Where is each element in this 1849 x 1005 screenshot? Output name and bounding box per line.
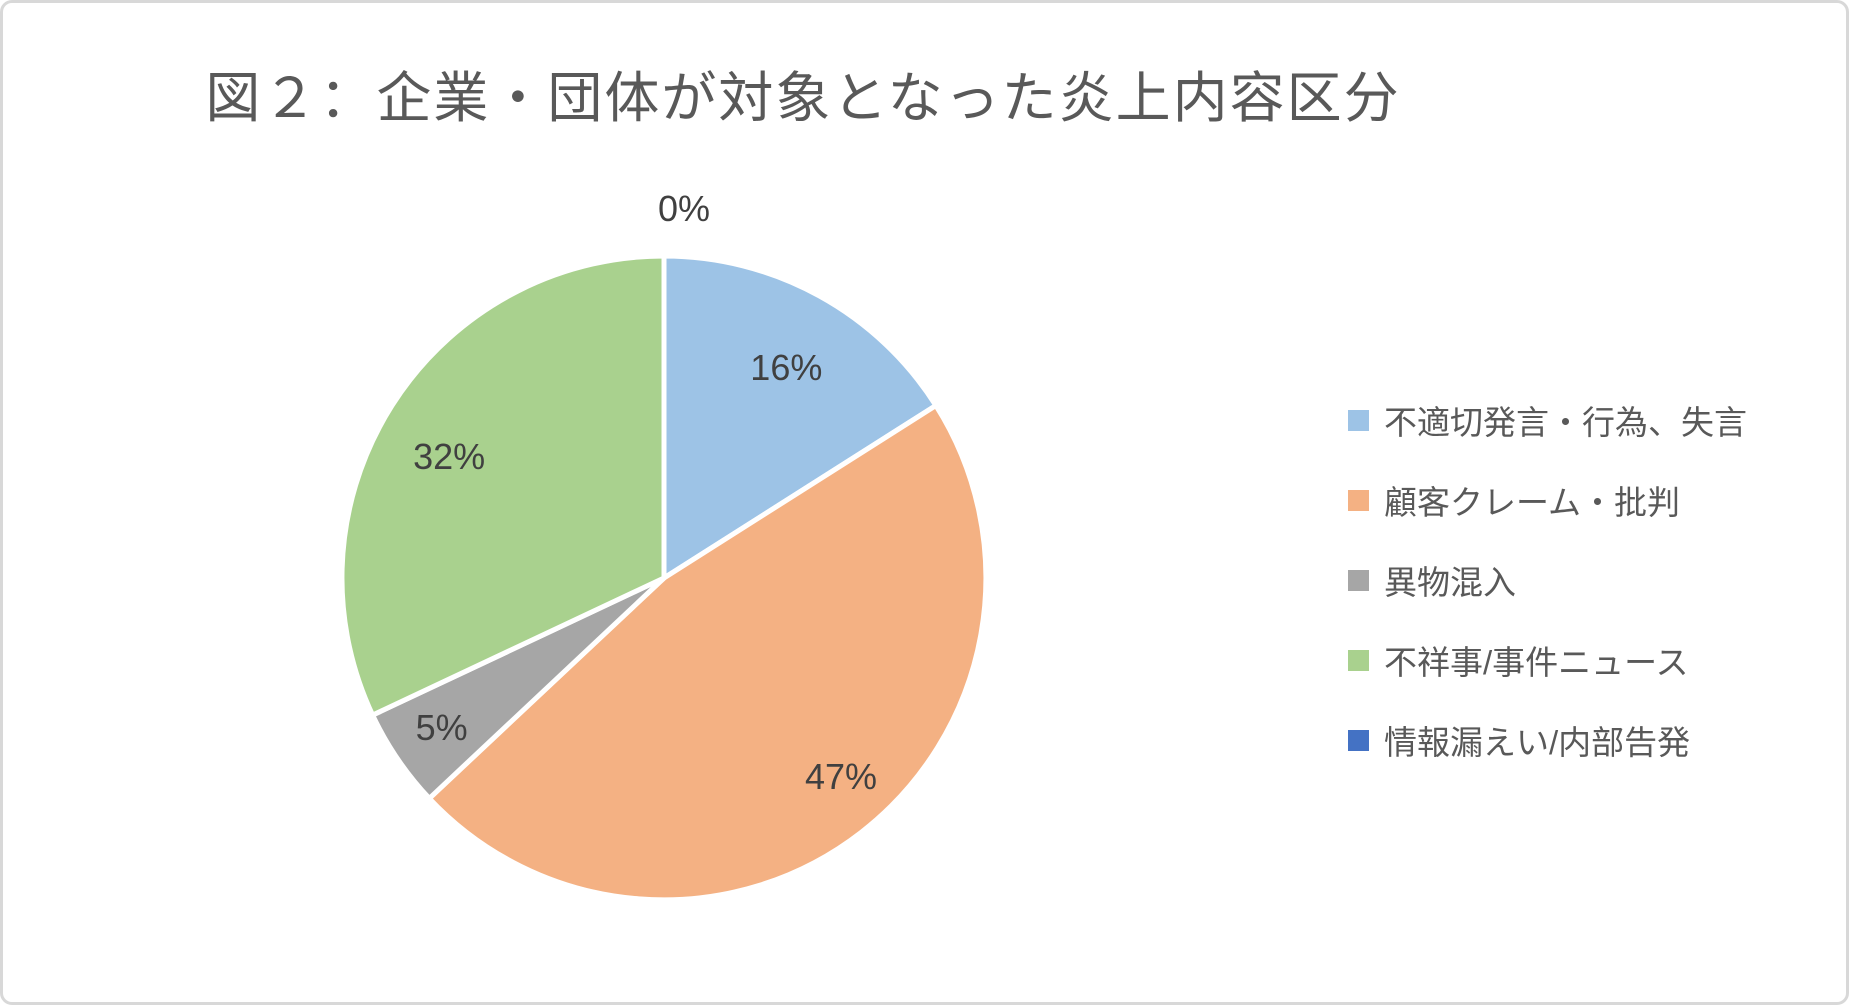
legend-label-0: 不適切発言・行為、失言 — [1384, 404, 1747, 441]
slice-label-1: 47% — [804, 755, 878, 797]
chart-title: 図２：企業・団体が対象となった炎上内容区分 — [205, 67, 1401, 129]
pie-slice-0 — [661, 253, 939, 581]
legend-swatch-icon — [1348, 489, 1369, 511]
legend-label-1: 顧客クレーム・批判 — [1384, 484, 1681, 521]
legend-item-3: 不祥事/事件ニュース — [1348, 620, 1747, 700]
pie-slice-1 — [426, 403, 989, 903]
legend-item-1: 顧客クレーム・批判 — [1348, 460, 1747, 540]
pie-chart — [339, 253, 989, 903]
legend-label-3: 不祥事/事件ニュース — [1384, 644, 1689, 681]
slice-label-0: 16% — [750, 347, 823, 389]
legend-item-2: 異物混入 — [1348, 540, 1747, 620]
legend: 不適切発言・行為、失言 顧客クレーム・批判 異物混入不祥事/事件ニュース 情報漏えい/… — [1348, 380, 1747, 780]
slice-label-2: 5% — [415, 706, 468, 748]
legend-label-4: 情報漏えい/内部告発 — [1384, 724, 1691, 761]
legend-swatch-icon — [1348, 409, 1369, 431]
legend-swatch-icon — [1348, 649, 1369, 671]
legend-item-4: 情報漏えい/内部告発 — [1348, 700, 1747, 780]
legend-swatch-icon — [1348, 729, 1369, 751]
legend-label-2: 異物混入 — [1384, 564, 1516, 601]
legend-swatch-icon — [1348, 569, 1369, 591]
slice-label-3: 32% — [413, 435, 486, 477]
legend-item-0: 不適切発言・行為、失言 — [1348, 380, 1747, 460]
slice-label-4: 0% — [657, 188, 711, 229]
pie-slice-3 — [339, 253, 667, 718]
